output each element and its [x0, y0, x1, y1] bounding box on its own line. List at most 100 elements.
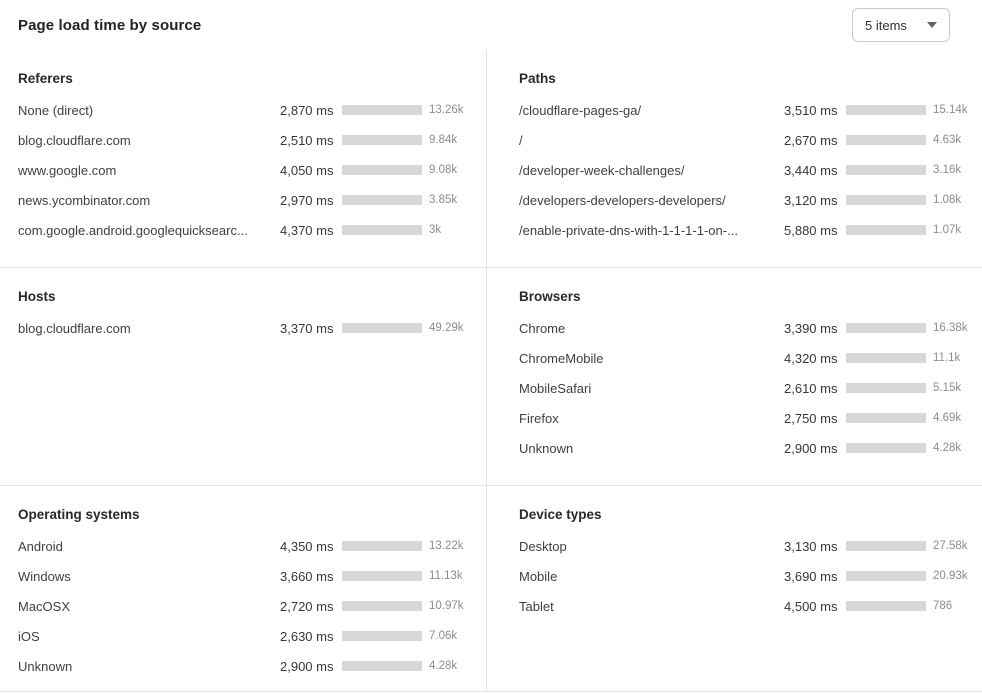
row-count: 27.58k: [933, 540, 968, 552]
row-value-ms: 3,370 ms: [280, 320, 334, 336]
row-label: Mobile: [519, 568, 558, 584]
section-rows: Desktop 3,130 ms 27.58k Mobile 3,690 ms …: [519, 531, 974, 621]
metric-row[interactable]: Chrome 3,390 ms 16.38k: [519, 313, 974, 343]
row-count: 9.08k: [429, 164, 458, 176]
row-count: 4.28k: [933, 442, 962, 454]
metric-row[interactable]: com.google.android.googlequicksearc... 4…: [18, 215, 470, 245]
row-label: Unknown: [519, 440, 574, 456]
row-count: 1.07k: [933, 224, 962, 236]
section-title: Paths: [519, 71, 556, 86]
row-count: 5.15k: [933, 382, 962, 394]
metric-row[interactable]: /cloudflare-pages-ga/ 3,510 ms 15.14k: [519, 95, 974, 125]
row-label: /: [519, 132, 523, 148]
row-value-ms: 2,610 ms: [784, 380, 838, 396]
metric-row[interactable]: blog.cloudflare.com 2,510 ms 9.84k: [18, 125, 470, 155]
metric-row[interactable]: ChromeMobile 4,320 ms 11.1k: [519, 343, 974, 373]
metric-row[interactable]: MobileSafari 2,610 ms 5.15k: [519, 373, 974, 403]
metric-row[interactable]: Android 4,350 ms 13.22k: [18, 531, 470, 561]
row-value-ms: 2,900 ms: [784, 440, 838, 456]
row-value-ms: 3,440 ms: [784, 162, 838, 178]
items-count-dropdown[interactable]: 5 items: [852, 8, 950, 42]
row-label: Chrome: [519, 320, 566, 336]
row-value-ms: 4,320 ms: [784, 350, 838, 366]
metric-row[interactable]: news.ycombinator.com 2,970 ms 3.85k: [18, 185, 470, 215]
metric-row[interactable]: Mobile 3,690 ms 20.93k: [519, 561, 974, 591]
row-label: Android: [18, 538, 63, 554]
metric-row[interactable]: Tablet 4,500 ms 786: [519, 591, 974, 621]
section-rows: None (direct) 2,870 ms 13.26k blog.cloud…: [18, 95, 470, 245]
metric-row[interactable]: Unknown 2,900 ms 4.28k: [18, 651, 470, 681]
section-rows: Android 4,350 ms 13.22k Windows 3,660 ms…: [18, 531, 470, 681]
row-count: 3.16k: [933, 164, 962, 176]
metric-row[interactable]: None (direct) 2,870 ms 13.26k: [18, 95, 470, 125]
metric-section: Referers None (direct) 2,870 ms 13.26k b…: [0, 50, 486, 267]
row-value-ms: 4,500 ms: [784, 598, 838, 614]
row-label: None (direct): [18, 102, 94, 118]
section-rows: Chrome 3,390 ms 16.38k ChromeMobile 4,32…: [519, 313, 974, 463]
row-value-ms: 3,120 ms: [784, 192, 838, 208]
chevron-down-icon: [927, 22, 937, 28]
row-value-ms: 3,390 ms: [784, 320, 838, 336]
metric-row[interactable]: Firefox 2,750 ms 4.69k: [519, 403, 974, 433]
row-value-ms: 2,630 ms: [280, 628, 334, 644]
page-title: Page load time by source: [18, 16, 202, 34]
bar-track: [846, 323, 926, 333]
metric-row[interactable]: /developers-developers-developers/ 3,120…: [519, 185, 974, 215]
row-value-ms: 3,130 ms: [784, 538, 838, 554]
items-count-value: 5 items: [865, 17, 907, 33]
metric-section: Paths /cloudflare-pages-ga/ 3,510 ms 15.…: [486, 50, 982, 267]
bar-track: [846, 601, 926, 611]
row-count: 4.28k: [429, 660, 458, 672]
row-count: 7.06k: [429, 630, 458, 642]
metric-section: Operating systems Android 4,350 ms 13.22…: [0, 485, 486, 691]
metric-row[interactable]: Unknown 2,900 ms 4.28k: [519, 433, 974, 463]
row-label: news.ycombinator.com: [18, 192, 151, 208]
row-count: 4.69k: [933, 412, 962, 424]
row-count: 49.29k: [429, 322, 464, 334]
section-title: Referers: [18, 71, 73, 86]
row-count: 3k: [429, 224, 442, 236]
row-value-ms: 2,750 ms: [784, 410, 838, 426]
section-title: Browsers: [519, 289, 581, 304]
row-value-ms: 3,660 ms: [280, 568, 334, 584]
metric-row[interactable]: /enable-private-dns-with-1-1-1-1-on-... …: [519, 215, 974, 245]
row-label: com.google.android.googlequicksearc...: [18, 222, 248, 238]
section-title: Hosts: [18, 289, 56, 304]
metric-section: Browsers Chrome 3,390 ms 16.38k ChromeMo…: [486, 267, 982, 485]
bar-track: [342, 195, 422, 205]
bar-track: [342, 601, 422, 611]
metric-row[interactable]: Desktop 3,130 ms 27.58k: [519, 531, 974, 561]
row-value-ms: 2,510 ms: [280, 132, 334, 148]
row-count: 20.93k: [933, 570, 968, 582]
row-count: 4.63k: [933, 134, 962, 146]
metric-row[interactable]: /developer-week-challenges/ 3,440 ms 3.1…: [519, 155, 974, 185]
row-value-ms: 2,720 ms: [280, 598, 334, 614]
bar-track: [342, 225, 422, 235]
row-label: /cloudflare-pages-ga/: [519, 102, 642, 118]
bar-track: [846, 195, 926, 205]
row-label: Firefox: [519, 410, 559, 426]
row-label: /enable-private-dns-with-1-1-1-1-on-...: [519, 222, 738, 238]
metric-row[interactable]: iOS 2,630 ms 7.06k: [18, 621, 470, 651]
metric-row[interactable]: MacOSX 2,720 ms 10.97k: [18, 591, 470, 621]
row-label: blog.cloudflare.com: [18, 132, 131, 148]
bar-track: [846, 413, 926, 423]
bar-track: [846, 225, 926, 235]
bar-track: [846, 353, 926, 363]
metric-row[interactable]: / 2,670 ms 4.63k: [519, 125, 974, 155]
bar-track: [342, 105, 422, 115]
metric-row[interactable]: Windows 3,660 ms 11.13k: [18, 561, 470, 591]
row-count: 15.14k: [933, 104, 968, 116]
bar-track: [846, 571, 926, 581]
row-count: 13.22k: [429, 540, 464, 552]
row-count: 13.26k: [429, 104, 464, 116]
bar-track: [342, 661, 422, 671]
metric-row[interactable]: blog.cloudflare.com 3,370 ms 49.29k: [18, 313, 470, 343]
row-label: MobileSafari: [519, 380, 592, 396]
sections-grid: Referers None (direct) 2,870 ms 13.26k b…: [0, 50, 982, 692]
bar-track: [342, 323, 422, 333]
metric-row[interactable]: www.google.com 4,050 ms 9.08k: [18, 155, 470, 185]
bar-track: [342, 135, 422, 145]
row-label: iOS: [18, 628, 40, 644]
bar-track: [846, 383, 926, 393]
